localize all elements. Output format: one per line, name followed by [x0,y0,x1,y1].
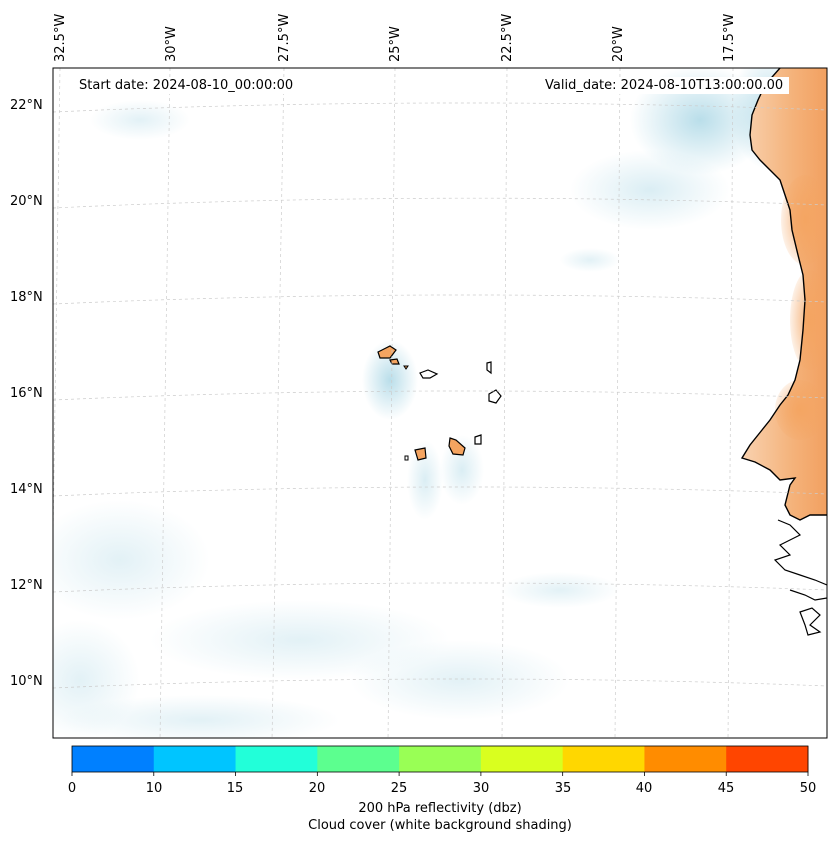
colorbar-tick: 15 [226,781,244,796]
lat-label: 14°N [10,482,43,497]
colorbar-segment [644,746,727,772]
colorbar-segment [72,746,155,772]
lon-label: 20°W [611,26,626,62]
lon-label: 32.5°W [53,13,68,62]
lat-label: 22°N [10,98,43,113]
graticule [53,68,827,738]
colorbar-segment [399,746,482,772]
map-frame [52,67,828,739]
cape-verde-islands [377,345,502,461]
colorbar [71,745,809,776]
coastline-guinea-bissau [773,519,827,636]
colorbar-segment [317,746,400,772]
colorbar-segment [726,746,809,772]
colorbar-segment [480,746,564,772]
colorbar-segment [562,746,645,772]
lat-label: 20°N [10,194,43,209]
colorbar-tick: 50 [799,781,817,796]
lat-label: 16°N [10,386,43,401]
colorbar-tick: 30 [472,781,490,796]
lon-label: 17.5°W [722,13,737,62]
lon-label: 22.5°W [500,13,515,62]
cloud-cover-shading [53,68,810,738]
lat-label: 10°N [10,674,43,689]
colorbar-tick: 35 [554,781,572,796]
colorbar-tick: 20 [308,781,326,796]
colorbar-label: 200 hPa reflectivity (dbz) [358,801,522,816]
start-date-label: Start date: 2024-08-10_00:00:00 [73,77,300,94]
lon-label: 30°W [164,26,179,62]
colorbar-tick: 0 [67,781,77,796]
africa-coastline [740,68,827,521]
colorbar-sublabel: Cloud cover (white background shading) [308,818,572,833]
lat-label: 18°N [10,290,43,305]
colorbar-tick: 10 [145,781,163,796]
valid-date-label: Valid_date: 2024-08-10T13:00:00.00 [539,77,790,94]
colorbar-tick: 25 [390,781,408,796]
lon-label: 27.5°W [277,13,292,62]
lat-label: 12°N [10,578,43,593]
colorbar-segment [153,746,237,772]
colorbar-tick: 45 [717,781,735,796]
colorbar-segment [235,746,318,772]
lon-label: 25°W [388,26,403,62]
colorbar-tick: 40 [635,781,653,796]
colorbar-frame [71,745,809,773]
